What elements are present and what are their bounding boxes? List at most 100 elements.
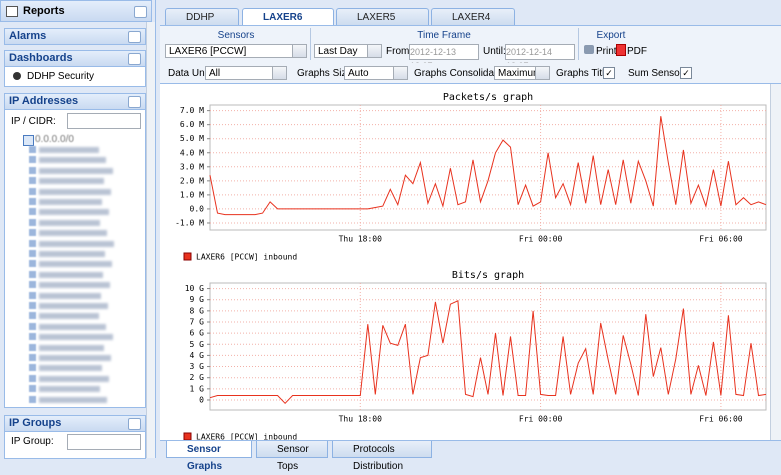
dashboards-title: Dashboards	[9, 52, 73, 64]
toggle[interactable]	[128, 96, 141, 108]
tree-icon	[29, 239, 36, 247]
blurred-row	[39, 230, 107, 237]
tree-icon	[29, 250, 36, 257]
data-unit-label: Data Unit:	[168, 68, 213, 79]
legend-label: LAXER6 [PCCW] inbound	[196, 433, 297, 441]
export-label: Export	[596, 30, 626, 41]
collapse-button[interactable]	[134, 6, 147, 18]
sidebar-title: Reports	[23, 5, 65, 17]
tab[interactable]: LAXER5 [nLayer]	[336, 8, 429, 40]
blurred-row	[39, 209, 109, 216]
tree-icon	[29, 374, 36, 382]
blurred-row	[39, 344, 104, 351]
tree-icon	[29, 166, 36, 174]
tree-icon	[29, 302, 36, 309]
blurred-row	[39, 396, 107, 403]
blurred-row	[39, 240, 114, 247]
tree-icon	[29, 385, 36, 393]
tree-icon	[29, 187, 36, 195]
y-tick-label: 6 G	[190, 329, 205, 338]
pdf-icon	[616, 44, 626, 56]
ip-addresses-header[interactable]: IP Addresses	[4, 93, 146, 110]
tab[interactable]: LAXER6 [PCCW]	[242, 8, 334, 40]
y-tick-label: 8 G	[190, 306, 205, 315]
tab[interactable]: DDHP Security	[165, 8, 239, 40]
chart-title: Bits/s graph	[452, 270, 524, 281]
graphs: Packets/s graph -1.0 M 0.0 1.0 M 2.0 M 3.0 M 4…	[175, 92, 767, 441]
toggle[interactable]	[128, 418, 141, 430]
y-tick-label: 10 G	[185, 284, 204, 293]
icon	[13, 72, 21, 80]
plot-frame	[209, 282, 767, 411]
scrollbar[interactable]	[146, 22, 155, 458]
tree-icon	[29, 343, 36, 351]
graphs-scrollbar[interactable]	[770, 84, 781, 440]
toggle[interactable]	[128, 31, 141, 43]
y-tick-label: 2 G	[190, 373, 205, 382]
y-tick-label: 1 G	[190, 384, 205, 393]
graphs-size-select[interactable]: Auto	[344, 66, 408, 80]
sensor-select[interactable]: LAXER6 [PCCW]	[165, 44, 307, 58]
tree-icon	[29, 364, 36, 372]
y-tick-label: 3 G	[190, 362, 205, 371]
dashboard-item[interactable]: DDHP Security	[27, 71, 95, 82]
blurred-row	[39, 375, 109, 382]
blurred-row	[39, 386, 100, 393]
y-tick-label: 4 G	[190, 351, 205, 360]
ip-addresses-title: IP Addresses	[9, 95, 79, 107]
bottom-tab[interactable]: Protocols Distribution	[332, 441, 432, 472]
legend-swatch	[183, 252, 192, 261]
bottom-tab[interactable]: Sensor Tops	[256, 441, 328, 472]
sidebar-header: Reports	[0, 0, 152, 22]
sum-sensors-checkbox[interactable]: ✓	[680, 67, 692, 79]
x-tick-label: Thu 18:00	[339, 415, 383, 424]
period-select[interactable]: Last Day	[314, 44, 382, 58]
tree-icon	[29, 177, 36, 185]
icon	[6, 6, 18, 17]
bottom-tab[interactable]: Sensor Graphs	[166, 441, 252, 472]
until-input[interactable]: 2012-12-14 13:07	[505, 44, 575, 71]
data-line	[209, 300, 767, 405]
bottom-tab-strip	[160, 440, 781, 459]
tree-icon	[29, 229, 36, 237]
y-tick-label: 3.0 M	[180, 162, 204, 171]
ip-groups-header[interactable]: IP Groups	[4, 415, 146, 432]
tree-icon	[29, 156, 36, 164]
pdf-button[interactable]: PDF	[627, 46, 647, 57]
blurred-row	[39, 334, 113, 341]
print-button[interactable]: Print	[596, 46, 617, 57]
time-frame-label: Time Frame	[417, 30, 471, 41]
alarms-header[interactable]: Alarms	[4, 28, 146, 45]
blurred-row	[39, 167, 113, 174]
tree-root[interactable]: 0.0.0.0/0	[35, 134, 74, 145]
tree-icon	[23, 135, 34, 146]
y-tick-label: 7 G	[190, 317, 205, 326]
y-tick-label: 2.0 M	[180, 176, 204, 185]
ip-cidr-input[interactable]	[67, 113, 141, 129]
dashboards-header[interactable]: Dashboards	[4, 50, 146, 67]
blurred-row	[39, 303, 108, 309]
tab[interactable]: LAXER4 [PCCW]	[431, 8, 515, 40]
ip-group-input[interactable]	[67, 434, 141, 450]
sidebar: Reports Alarms Dashboards DDHP Security …	[0, 0, 156, 459]
tree-icon	[29, 395, 36, 403]
blurred-row	[39, 188, 111, 195]
tree-icon	[29, 281, 36, 289]
ip-addresses-panel: IP / CIDR: 0.0.0.0/0	[4, 110, 146, 408]
graphs-size-label: Graphs Size:	[297, 68, 355, 79]
from-input[interactable]: 2012-12-13 13:07	[409, 44, 479, 71]
tree-icon	[29, 198, 36, 205]
toggle[interactable]	[128, 53, 141, 65]
y-tick-label: 1.0 M	[180, 190, 204, 199]
until-label: Until:	[483, 46, 506, 57]
data-unit-select[interactable]: All	[205, 66, 287, 80]
tree-icon	[29, 260, 36, 268]
graphs-area	[160, 84, 770, 440]
graphs-title-checkbox[interactable]: ✓	[603, 67, 615, 79]
blurred-row	[39, 147, 99, 153]
consolidation-select[interactable]: Maximum	[494, 66, 550, 80]
splitter[interactable]	[156, 0, 160, 458]
blurred-row	[39, 199, 102, 205]
print-icon	[584, 45, 594, 54]
